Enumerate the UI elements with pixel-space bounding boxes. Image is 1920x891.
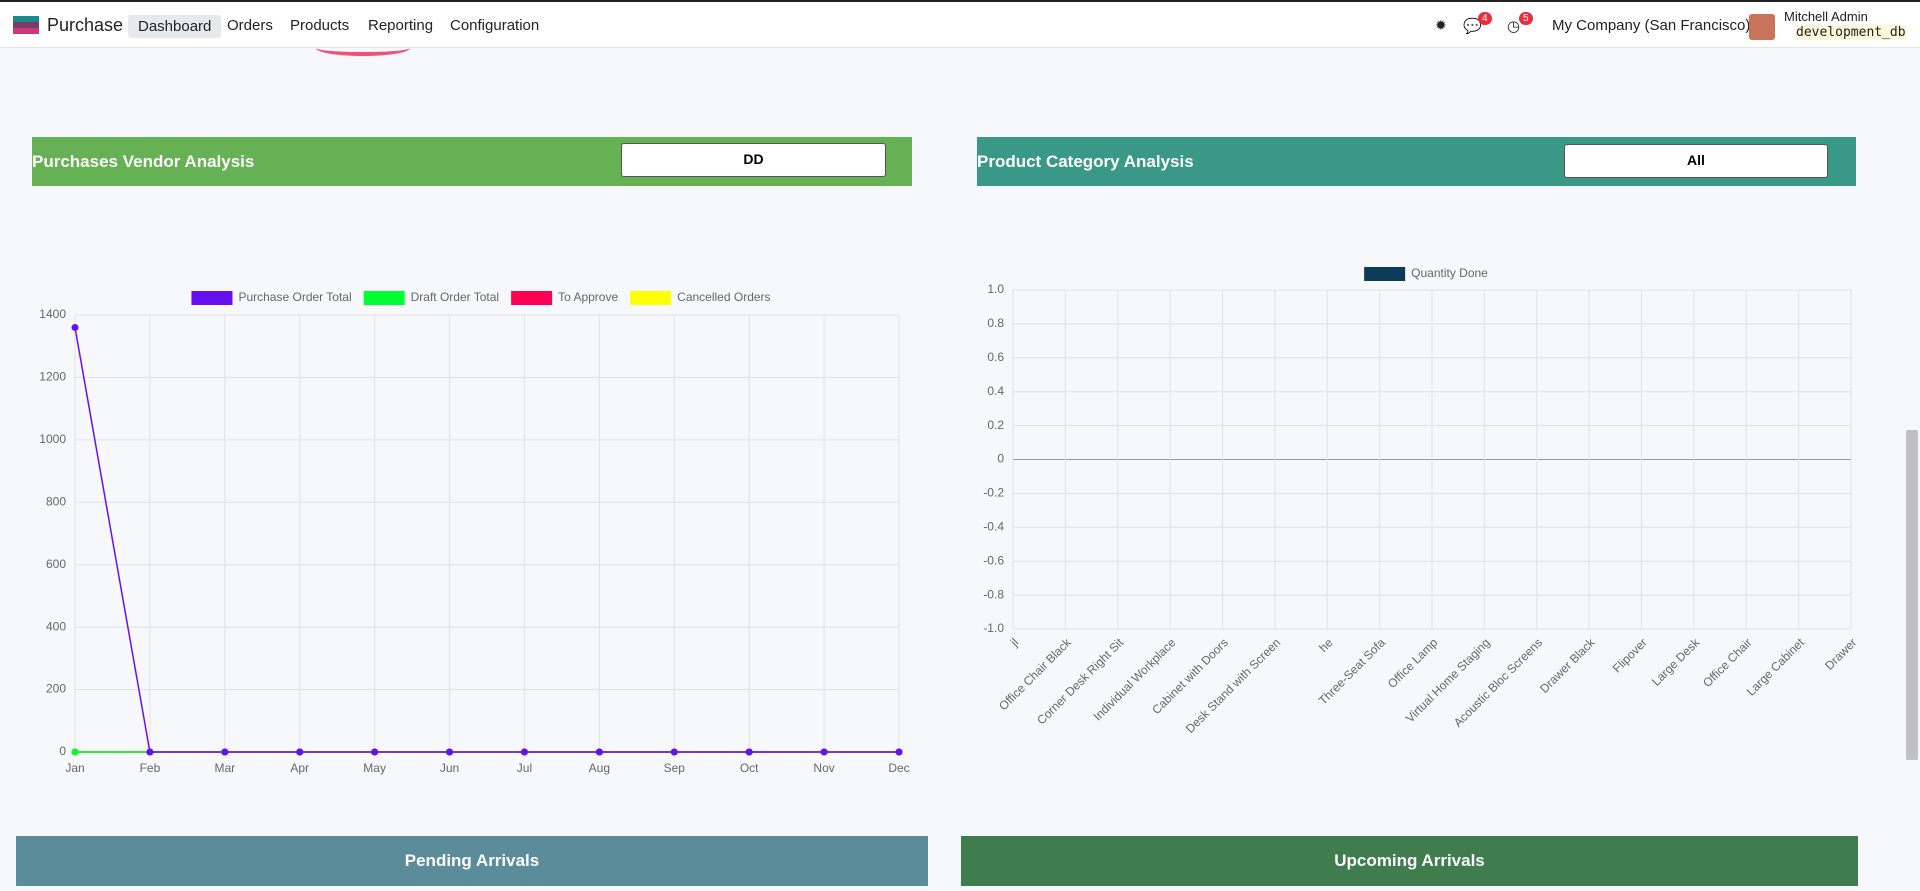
x-tick-label: Acoustic Bloc Screens xyxy=(1451,635,1545,729)
point xyxy=(521,749,528,756)
x-tick-label: Flipover xyxy=(1610,635,1650,675)
x-tick-label: Apr xyxy=(290,761,309,775)
x-tick-label: Corner Desk Right Sit xyxy=(1034,635,1126,727)
x-tick-label: Desk Stand with Screen xyxy=(1183,635,1283,735)
x-tick-label: Drawer Black xyxy=(1537,635,1598,696)
legend-swatch xyxy=(630,291,671,305)
legend-label: Purchase Order Total xyxy=(238,290,351,304)
y-tick-label: -1.0 xyxy=(983,621,1004,635)
legend-label: Quantity Done xyxy=(1411,266,1488,280)
point xyxy=(72,749,79,756)
x-tick-label: Office Chair xyxy=(1700,635,1755,690)
point xyxy=(296,749,303,756)
line xyxy=(75,327,899,752)
y-tick-label: 1400 xyxy=(39,307,66,321)
point xyxy=(72,324,79,331)
x-tick-label: Office Lamp xyxy=(1385,635,1441,691)
y-tick-label: 200 xyxy=(46,682,66,696)
y-tick-label: -0.2 xyxy=(983,486,1004,500)
x-tick-label: Sep xyxy=(664,761,686,775)
x-tick-label: Feb xyxy=(140,761,161,775)
x-tick-label: he xyxy=(1316,635,1336,655)
y-tick-label: -0.6 xyxy=(983,553,1004,567)
x-tick-label: Aug xyxy=(589,761,610,775)
x-tick-label: Oct xyxy=(740,761,759,775)
legend-label: Cancelled Orders xyxy=(677,290,770,304)
x-tick-label: Drawer xyxy=(1822,635,1859,672)
y-tick-label: 800 xyxy=(46,494,66,508)
y-tick-label: -0.8 xyxy=(983,587,1004,601)
y-tick-label: 400 xyxy=(46,619,66,633)
x-tick-label: May xyxy=(363,761,386,775)
legend-swatch xyxy=(191,291,232,305)
y-tick-label: 0.8 xyxy=(987,316,1004,330)
legend-swatch xyxy=(1364,267,1405,281)
x-tick-label: Jun xyxy=(440,761,459,775)
y-tick-label: 0 xyxy=(997,452,1004,466)
x-tick-label: jl xyxy=(1007,635,1021,649)
point xyxy=(371,749,378,756)
x-tick-label: Jul xyxy=(517,761,532,775)
y-tick-label: 1.0 xyxy=(987,282,1004,296)
point xyxy=(446,749,453,756)
y-tick-label: 600 xyxy=(46,557,66,571)
x-tick-label: Large Desk xyxy=(1649,635,1703,689)
y-tick-label: 0.4 xyxy=(987,384,1004,398)
y-tick-label: 1000 xyxy=(39,432,66,446)
y-tick-label: 0.2 xyxy=(987,418,1004,432)
legend-swatch xyxy=(364,291,405,305)
x-tick-label: Jan xyxy=(65,761,84,775)
x-tick-label: Dec xyxy=(888,761,909,775)
legend-label: Draft Order Total xyxy=(411,290,499,304)
x-tick-label: Nov xyxy=(813,761,834,775)
y-tick-label: 0.6 xyxy=(987,350,1004,364)
point xyxy=(221,749,228,756)
point xyxy=(671,749,678,756)
y-tick-label: -0.4 xyxy=(983,519,1004,533)
point xyxy=(746,749,753,756)
point xyxy=(146,749,153,756)
x-tick-label: Mar xyxy=(214,761,235,775)
point xyxy=(821,749,828,756)
legend-swatch xyxy=(511,291,552,305)
y-tick-label: 1200 xyxy=(39,370,66,384)
y-tick-label: 0 xyxy=(59,744,66,758)
legend-label: To Approve xyxy=(558,290,618,304)
point xyxy=(896,749,903,756)
point xyxy=(596,749,603,756)
